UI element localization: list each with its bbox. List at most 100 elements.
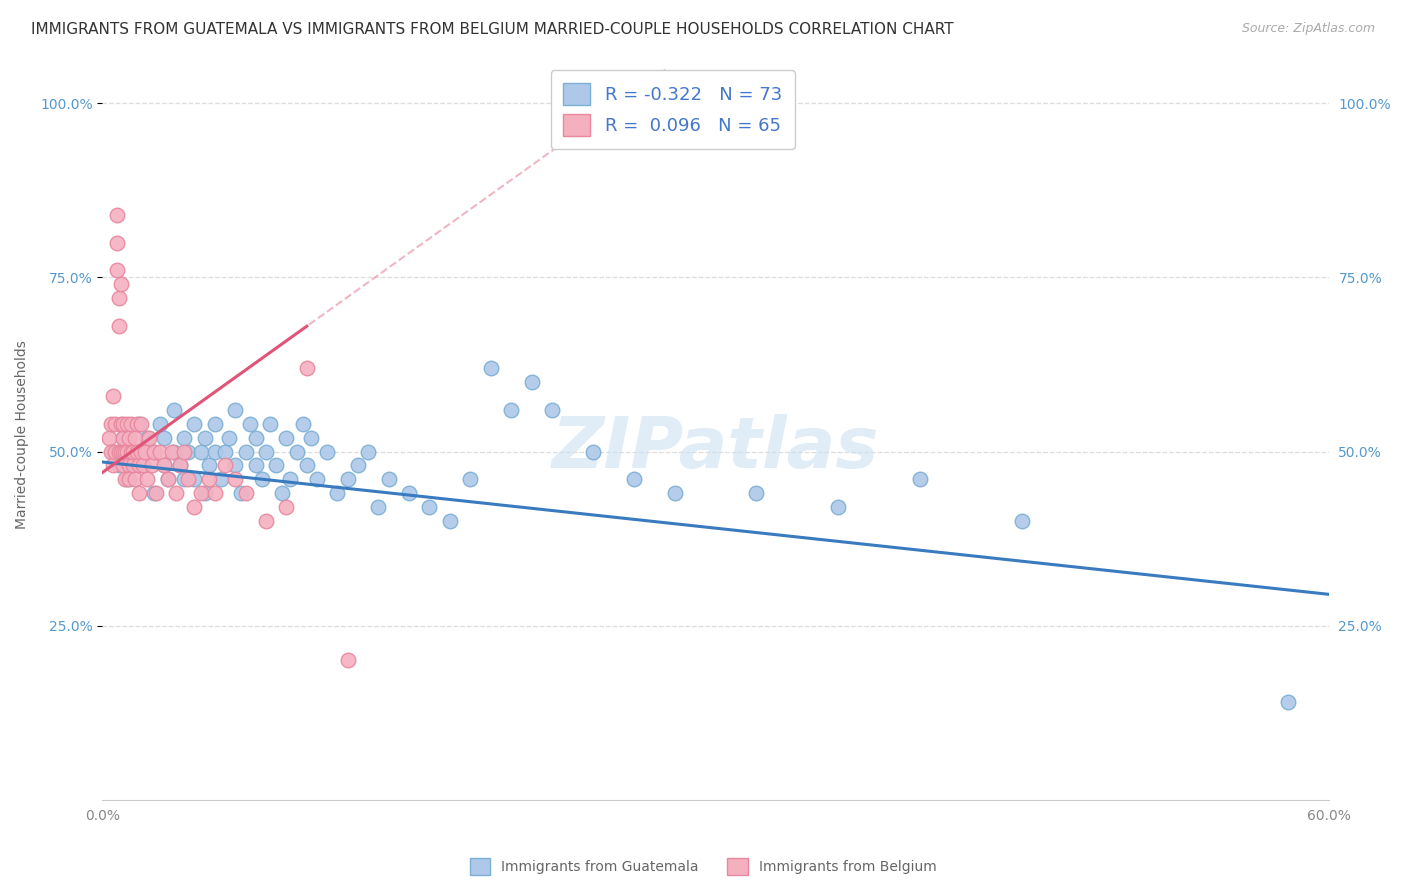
Point	[129, 444, 152, 458]
Point	[152, 431, 174, 445]
Point	[183, 500, 205, 515]
Point	[124, 431, 146, 445]
Point	[479, 361, 502, 376]
Point	[156, 472, 179, 486]
Point	[163, 444, 186, 458]
Point	[377, 472, 399, 486]
Point	[460, 472, 482, 486]
Point	[120, 417, 142, 431]
Point	[128, 458, 150, 473]
Point	[142, 444, 165, 458]
Point	[128, 486, 150, 500]
Point	[110, 277, 132, 292]
Point	[357, 444, 380, 458]
Point	[235, 444, 257, 458]
Text: ZIPatlas: ZIPatlas	[553, 414, 879, 483]
Point	[299, 431, 322, 445]
Point	[295, 458, 318, 473]
Point	[101, 389, 124, 403]
Point	[101, 444, 124, 458]
Legend: R = -0.322   N = 73, R =  0.096   N = 65: R = -0.322 N = 73, R = 0.096 N = 65	[551, 70, 794, 149]
Point	[204, 486, 226, 500]
Point	[177, 444, 200, 458]
Point	[827, 500, 849, 515]
Point	[173, 431, 195, 445]
Point	[105, 235, 128, 250]
Point	[224, 402, 246, 417]
Point	[623, 472, 645, 486]
Point	[160, 444, 183, 458]
Point	[111, 417, 134, 431]
Point	[114, 444, 136, 458]
Point	[111, 458, 134, 473]
Point	[120, 444, 142, 458]
Point	[114, 472, 136, 486]
Point	[134, 444, 156, 458]
Point	[194, 431, 217, 445]
Point	[347, 458, 370, 473]
Point	[183, 472, 205, 486]
Point	[108, 444, 131, 458]
Point	[501, 402, 523, 417]
Point	[129, 417, 152, 431]
Point	[122, 458, 145, 473]
Point	[218, 431, 240, 445]
Text: IMMIGRANTS FROM GUATEMALA VS IMMIGRANTS FROM BELGIUM MARRIED-COUPLE HOUSEHOLDS C: IMMIGRANTS FROM GUATEMALA VS IMMIGRANTS …	[31, 22, 953, 37]
Point	[235, 486, 257, 500]
Point	[250, 472, 273, 486]
Point	[169, 458, 191, 473]
Point	[138, 431, 160, 445]
Point	[197, 472, 219, 486]
Point	[204, 417, 226, 431]
Point	[439, 514, 461, 528]
Point	[224, 458, 246, 473]
Point	[326, 486, 349, 500]
Point	[163, 402, 186, 417]
Point	[194, 486, 217, 500]
Point	[149, 417, 172, 431]
Point	[111, 444, 134, 458]
Point	[190, 486, 212, 500]
Point	[316, 444, 339, 458]
Y-axis label: Married-couple Households: Married-couple Households	[15, 340, 30, 529]
Point	[271, 486, 294, 500]
Point	[295, 361, 318, 376]
Point	[214, 444, 236, 458]
Point	[122, 444, 145, 458]
Point	[122, 444, 145, 458]
Point	[197, 458, 219, 473]
Point	[101, 458, 124, 473]
Point	[110, 417, 132, 431]
Point	[173, 444, 195, 458]
Point	[1277, 695, 1299, 709]
Point	[108, 458, 131, 473]
Point	[276, 431, 298, 445]
Point	[582, 444, 605, 458]
Point	[173, 472, 195, 486]
Point	[254, 514, 277, 528]
Point	[104, 417, 127, 431]
Point	[165, 486, 187, 500]
Legend: Immigrants from Guatemala, Immigrants from Belgium: Immigrants from Guatemala, Immigrants fr…	[464, 853, 942, 880]
Point	[305, 472, 328, 486]
Point	[108, 291, 131, 305]
Point	[111, 431, 134, 445]
Point	[127, 444, 149, 458]
Point	[97, 431, 120, 445]
Point	[745, 486, 768, 500]
Point	[104, 444, 127, 458]
Point	[115, 444, 138, 458]
Point	[224, 472, 246, 486]
Point	[105, 208, 128, 222]
Point	[291, 417, 314, 431]
Point	[177, 472, 200, 486]
Point	[128, 417, 150, 431]
Point	[124, 472, 146, 486]
Point	[285, 444, 308, 458]
Point	[118, 472, 141, 486]
Point	[231, 486, 253, 500]
Point	[169, 458, 191, 473]
Point	[239, 417, 262, 431]
Point	[145, 486, 167, 500]
Point	[336, 653, 359, 667]
